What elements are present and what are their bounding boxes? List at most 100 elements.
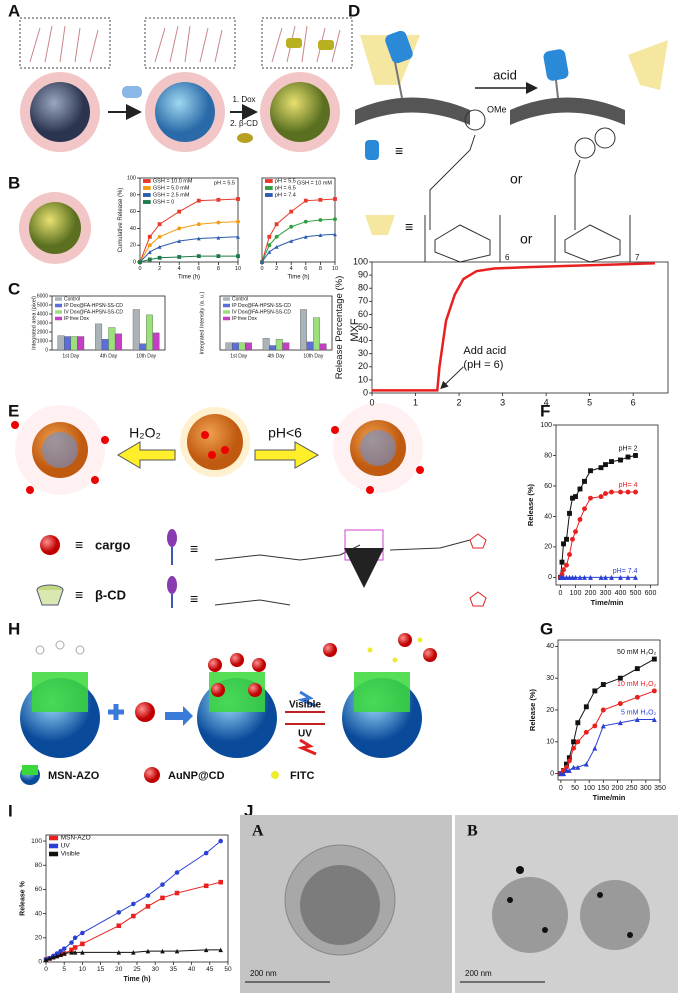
panel-label: B	[8, 173, 20, 192]
shape	[91, 476, 99, 484]
marker	[625, 489, 631, 495]
shape	[211, 683, 225, 697]
x-tick-label: 10th Day	[136, 353, 157, 359]
marker	[236, 234, 240, 239]
marker	[69, 947, 74, 953]
marker	[592, 688, 598, 694]
y-tick-label: 100	[31, 838, 42, 845]
y-tick-label: 80	[35, 862, 43, 869]
bar	[146, 314, 153, 351]
y-tick-label: 100	[540, 422, 552, 429]
series-line	[261, 233, 336, 263]
shape	[214, 599, 291, 606]
x-tick-label: 1	[413, 397, 418, 407]
x-tick-label: 200	[612, 785, 624, 792]
marker	[274, 234, 279, 239]
scheme-e: H₂O₂ pH<6 ≡ cargo ≡ β-CD ≡ ≡	[11, 403, 487, 608]
x-tick-label: 6	[304, 266, 307, 272]
marker	[116, 950, 122, 955]
group-label: OMe	[487, 104, 507, 114]
legend-label: IP Dox@FA-HPSN-SS-CD	[64, 303, 123, 309]
marker	[267, 234, 272, 239]
y-tick-label: 0	[38, 959, 42, 966]
shape	[516, 866, 524, 874]
shape	[543, 49, 569, 81]
marker	[147, 249, 152, 254]
x-tick-label: 0	[559, 785, 563, 792]
shape	[385, 30, 413, 64]
shape	[26, 486, 34, 494]
marker	[617, 701, 623, 707]
scale-bar-label: 200 nm	[250, 969, 277, 978]
marker	[583, 704, 589, 710]
marker	[216, 235, 221, 240]
shape	[214, 544, 361, 561]
marker	[561, 567, 566, 573]
bar	[225, 342, 233, 351]
shape	[297, 738, 317, 756]
y-tick-label: 1000	[37, 338, 48, 344]
legend-swatch	[49, 835, 59, 841]
x-tick-label: 8	[319, 266, 322, 272]
y-tick-label: 80	[544, 452, 552, 459]
shape	[392, 657, 398, 663]
y-tick-label: 0	[45, 347, 48, 353]
marker	[567, 552, 572, 557]
shape	[187, 414, 243, 470]
y-tick-label: 100	[353, 256, 368, 266]
x-tick-label: 4	[290, 266, 293, 272]
annotation: (pH = 6)	[463, 359, 503, 371]
y-tick-label: 80	[130, 192, 136, 198]
bar	[245, 342, 252, 351]
x-tick-label: 200	[585, 590, 597, 597]
legend-swatch	[265, 186, 273, 190]
series-line	[372, 262, 655, 392]
series-line	[139, 198, 239, 263]
legend-swatch	[223, 316, 230, 321]
bar	[300, 309, 307, 351]
marker	[145, 893, 151, 898]
marker	[561, 771, 567, 777]
y-tick-label: 40	[358, 335, 368, 345]
marker	[577, 486, 583, 492]
marker	[43, 957, 49, 962]
shape	[574, 137, 596, 159]
marker	[58, 952, 63, 958]
marker	[177, 226, 182, 231]
marker	[147, 234, 152, 239]
marker	[564, 761, 569, 767]
legend-swatch	[265, 179, 273, 183]
x-tick-label: 300	[640, 785, 652, 792]
shape	[344, 529, 384, 561]
marker	[566, 755, 572, 761]
y-tick-label: 60	[544, 483, 552, 490]
marker	[131, 913, 136, 919]
y-tick-label: 40	[546, 643, 554, 650]
marker	[157, 234, 162, 239]
shape	[542, 927, 548, 933]
marker	[236, 219, 240, 224]
x-tick-label: 15	[97, 966, 105, 973]
y-axis-label: Release (%)	[528, 688, 537, 731]
shape	[469, 533, 487, 549]
marker	[570, 495, 575, 501]
shape	[323, 643, 337, 657]
shape	[492, 877, 568, 953]
legend-swatch	[55, 297, 62, 301]
bar	[282, 342, 290, 351]
shape	[201, 431, 209, 439]
marker	[174, 948, 180, 954]
x-tick-label: 250	[626, 785, 638, 792]
bar	[64, 336, 71, 351]
legend-swatch	[49, 843, 59, 849]
scale-bar-label: 200 nm	[465, 969, 492, 978]
shape	[108, 704, 124, 720]
scheme-d: acid ≡ OMe or ≡ 6 or 7 MXF	[349, 30, 668, 342]
annotation: Add acid	[463, 345, 506, 357]
marker	[583, 729, 589, 735]
y-tick-label: 10	[358, 374, 368, 384]
shape	[35, 645, 45, 655]
marker	[633, 489, 638, 495]
legend-label: Control	[64, 296, 80, 302]
legend-label: AuNP@CD	[168, 770, 225, 782]
